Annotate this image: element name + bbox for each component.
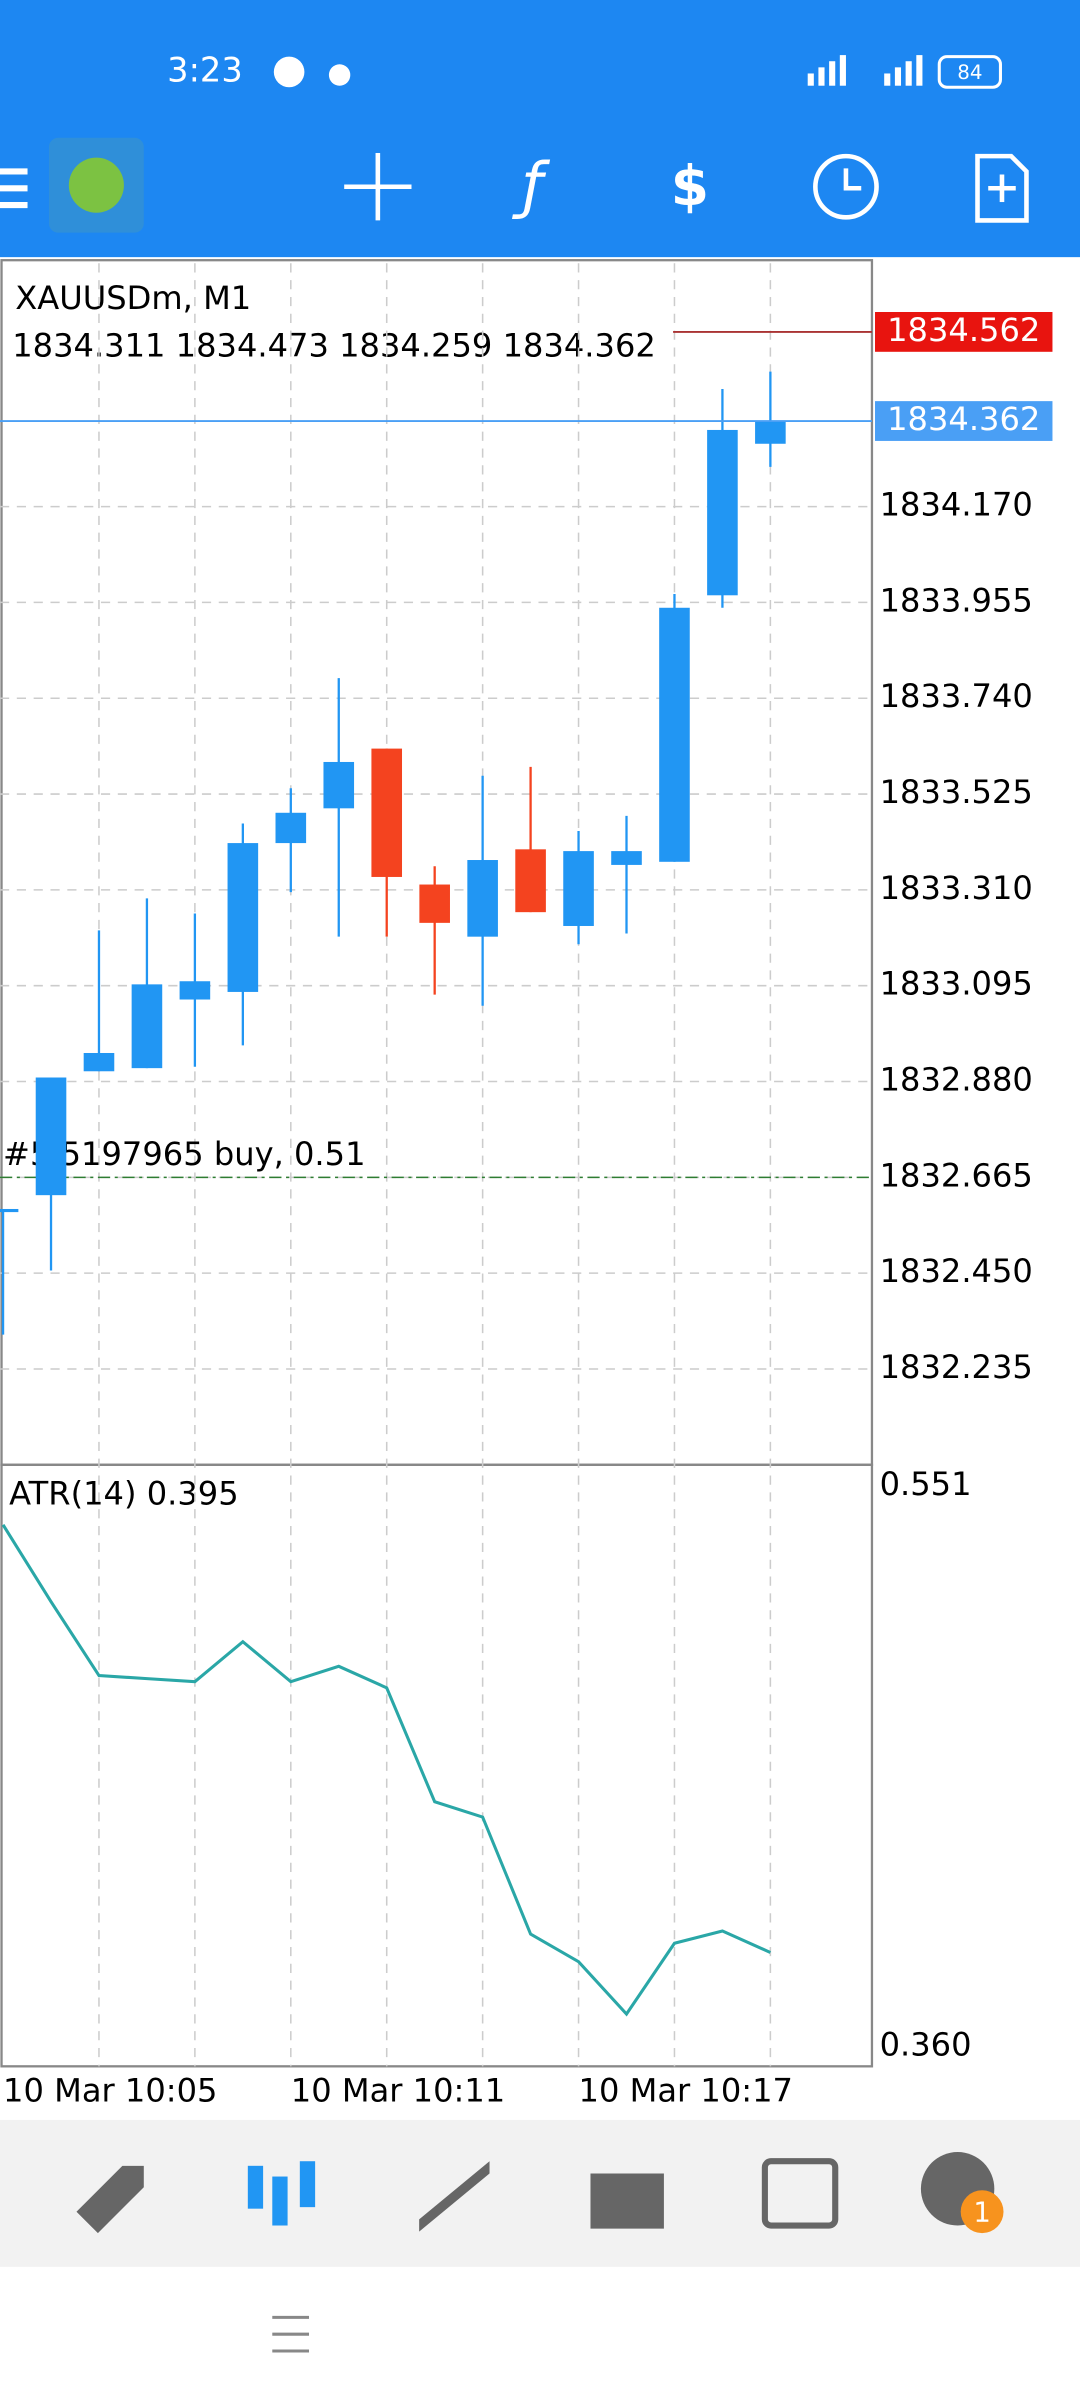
price-panel — [0, 259, 874, 1466]
candle-body — [659, 607, 690, 862]
crosshair-button[interactable] — [344, 153, 412, 221]
menu-button[interactable] — [0, 168, 28, 209]
y-tick-label: 1833.525 — [880, 773, 1033, 811]
candle-body — [227, 843, 259, 992]
nav-history[interactable] — [590, 2173, 664, 2229]
ohlc-readout: 1834.311 1834.473 1834.259 1834.362 — [12, 326, 656, 364]
candle-body — [371, 748, 403, 877]
battery — [937, 55, 1002, 89]
y-tick-label: 1832.235 — [880, 1348, 1033, 1386]
facebook-icon — [273, 56, 305, 88]
candle-body — [611, 851, 642, 865]
nav-chart[interactable] — [247, 2161, 316, 2226]
nav-icons — [76, 2152, 995, 2234]
bid-price: 1834.362 — [887, 400, 1040, 438]
candle-body — [275, 812, 307, 844]
candle-body — [515, 849, 546, 913]
tiktok-icon — [328, 64, 351, 86]
candle-body — [707, 429, 738, 596]
y-tick-label: 1833.310 — [880, 869, 1033, 907]
y-tick-label: 1833.955 — [880, 581, 1033, 619]
candle-body — [323, 761, 355, 809]
atr-line — [1, 1523, 772, 2017]
candle-body — [755, 421, 786, 444]
ask-tag — [875, 312, 1053, 352]
y-tick-label: 0.360 — [880, 2025, 972, 2063]
clock: 3:23 — [167, 50, 243, 89]
ask-price: 1834.562 — [887, 311, 1040, 349]
x-tick-label: 10 Mar 10:11 — [291, 2071, 505, 2109]
nav-trade[interactable] — [419, 2161, 490, 2232]
bid-tag — [875, 401, 1053, 441]
chart-symbol: XAUUSDm, M1 — [15, 279, 251, 317]
bottom-nav — [0, 2119, 1080, 2267]
candle-body — [0, 1208, 19, 1213]
atr-title: ATR(14) 0.395 — [9, 1474, 238, 1512]
battery-level: 84 — [957, 61, 982, 84]
header — [0, 0, 1080, 258]
x-tick-label: 10 Mar 10:17 — [579, 2071, 793, 2109]
gesture-menu — [272, 2315, 310, 2353]
y-tick-label: 1832.880 — [880, 1061, 1033, 1099]
y-tick-label: 1833.740 — [880, 677, 1033, 715]
atr-panel — [0, 1463, 874, 2068]
y-tick-label: 1832.665 — [880, 1156, 1033, 1194]
y-tick-label: 1834.170 — [880, 486, 1033, 524]
app-icon-globe — [68, 157, 124, 213]
new-order-button[interactable] — [975, 153, 1029, 223]
y-tick-label: 1833.095 — [880, 965, 1033, 1003]
symbols-button[interactable]: $ — [671, 154, 709, 218]
candle-body — [131, 984, 163, 1069]
y-tick-label: 0.551 — [880, 1465, 972, 1503]
chart-area — [0, 259, 874, 2068]
badge — [960, 2190, 1004, 2234]
candle-body — [83, 1052, 115, 1072]
badge-count: 1 — [973, 2196, 991, 2228]
nav-news[interactable] — [761, 2158, 839, 2229]
candle-body — [35, 1077, 67, 1196]
candle-body — [179, 981, 211, 1000]
candle-body — [563, 851, 594, 926]
signal-icons — [807, 55, 923, 86]
candle-body — [419, 884, 450, 923]
y-tick-label: 1832.450 — [880, 1252, 1033, 1290]
nav-quotes[interactable] — [76, 2165, 144, 2234]
candle-body — [467, 860, 498, 937]
timeframe-button[interactable] — [813, 153, 879, 220]
x-tick-label: 10 Mar 10:05 — [3, 2071, 217, 2109]
